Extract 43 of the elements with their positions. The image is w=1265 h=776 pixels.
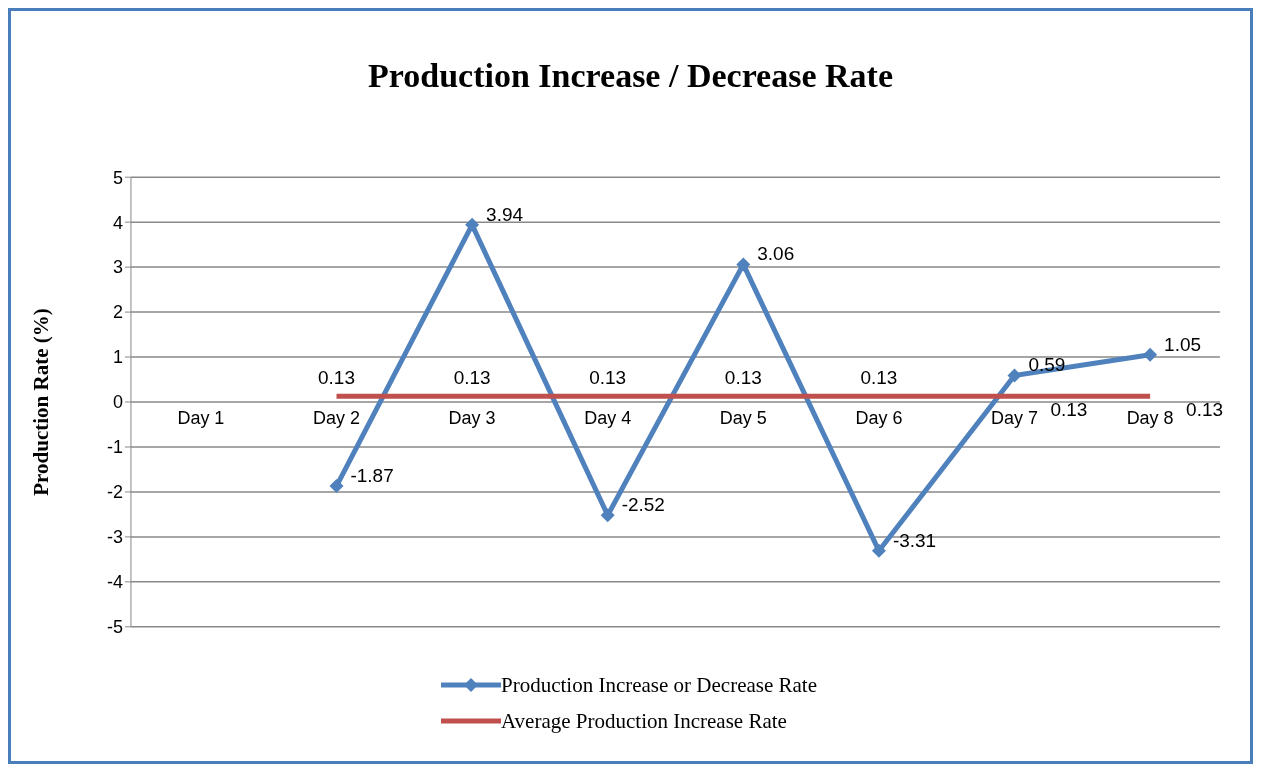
data-label: -1.87 xyxy=(350,465,394,487)
point xyxy=(600,508,615,523)
y-tick-label: -5 xyxy=(106,617,123,638)
y-tick-label: 4 xyxy=(112,212,123,233)
point xyxy=(871,543,886,558)
point xyxy=(465,217,480,232)
x-tick-label: Day 1 xyxy=(177,407,225,428)
y-tick-label: 0 xyxy=(112,392,123,413)
legend-label: Average Production Increase Rate xyxy=(501,708,787,734)
x-tick-label: Day 5 xyxy=(719,407,767,428)
y-tick-label: 2 xyxy=(112,302,123,323)
y-tick-label: 1 xyxy=(112,347,123,368)
data-label: 0.13 xyxy=(724,367,762,389)
y-tick-label: 3 xyxy=(112,257,123,278)
y-tick-label: -2 xyxy=(106,482,123,503)
point xyxy=(1143,347,1158,362)
x-tick-label: Day 2 xyxy=(312,407,360,428)
y-tick-label: -4 xyxy=(106,572,123,593)
data-label: 3.94 xyxy=(486,203,523,225)
x-tick-label: Day 8 xyxy=(1126,407,1174,428)
data-label: 0.13 xyxy=(317,367,355,389)
point xyxy=(329,479,344,494)
data-label: 0.13 xyxy=(589,367,627,389)
data-label: 0.13 xyxy=(1050,399,1088,421)
data-label: 0.13 xyxy=(860,367,898,389)
data-label: 0.13 xyxy=(1186,399,1223,421)
x-tick-label: Day 4 xyxy=(584,407,632,428)
legend-label: Production Increase or Decrease Rate xyxy=(501,672,818,698)
y-axis-title: Production Rate (%) xyxy=(28,308,54,496)
y-tick-label: -1 xyxy=(106,437,123,458)
x-tick-label: Day 6 xyxy=(855,407,903,428)
point xyxy=(1007,368,1022,383)
x-tick-label: Day 7 xyxy=(991,407,1038,428)
data-label: 1.05 xyxy=(1164,333,1201,355)
data-label: -3.31 xyxy=(892,529,937,551)
data-label: -2.52 xyxy=(621,494,665,516)
y-tick-label: -3 xyxy=(106,527,123,548)
data-label: 0.13 xyxy=(453,367,491,389)
point xyxy=(736,257,751,272)
data-label: 3.06 xyxy=(757,243,795,265)
y-tick-label: 5 xyxy=(112,167,123,188)
x-tick-label: Day 3 xyxy=(448,407,496,428)
chart-title: Production Increase / Decrease Rate xyxy=(367,57,894,96)
